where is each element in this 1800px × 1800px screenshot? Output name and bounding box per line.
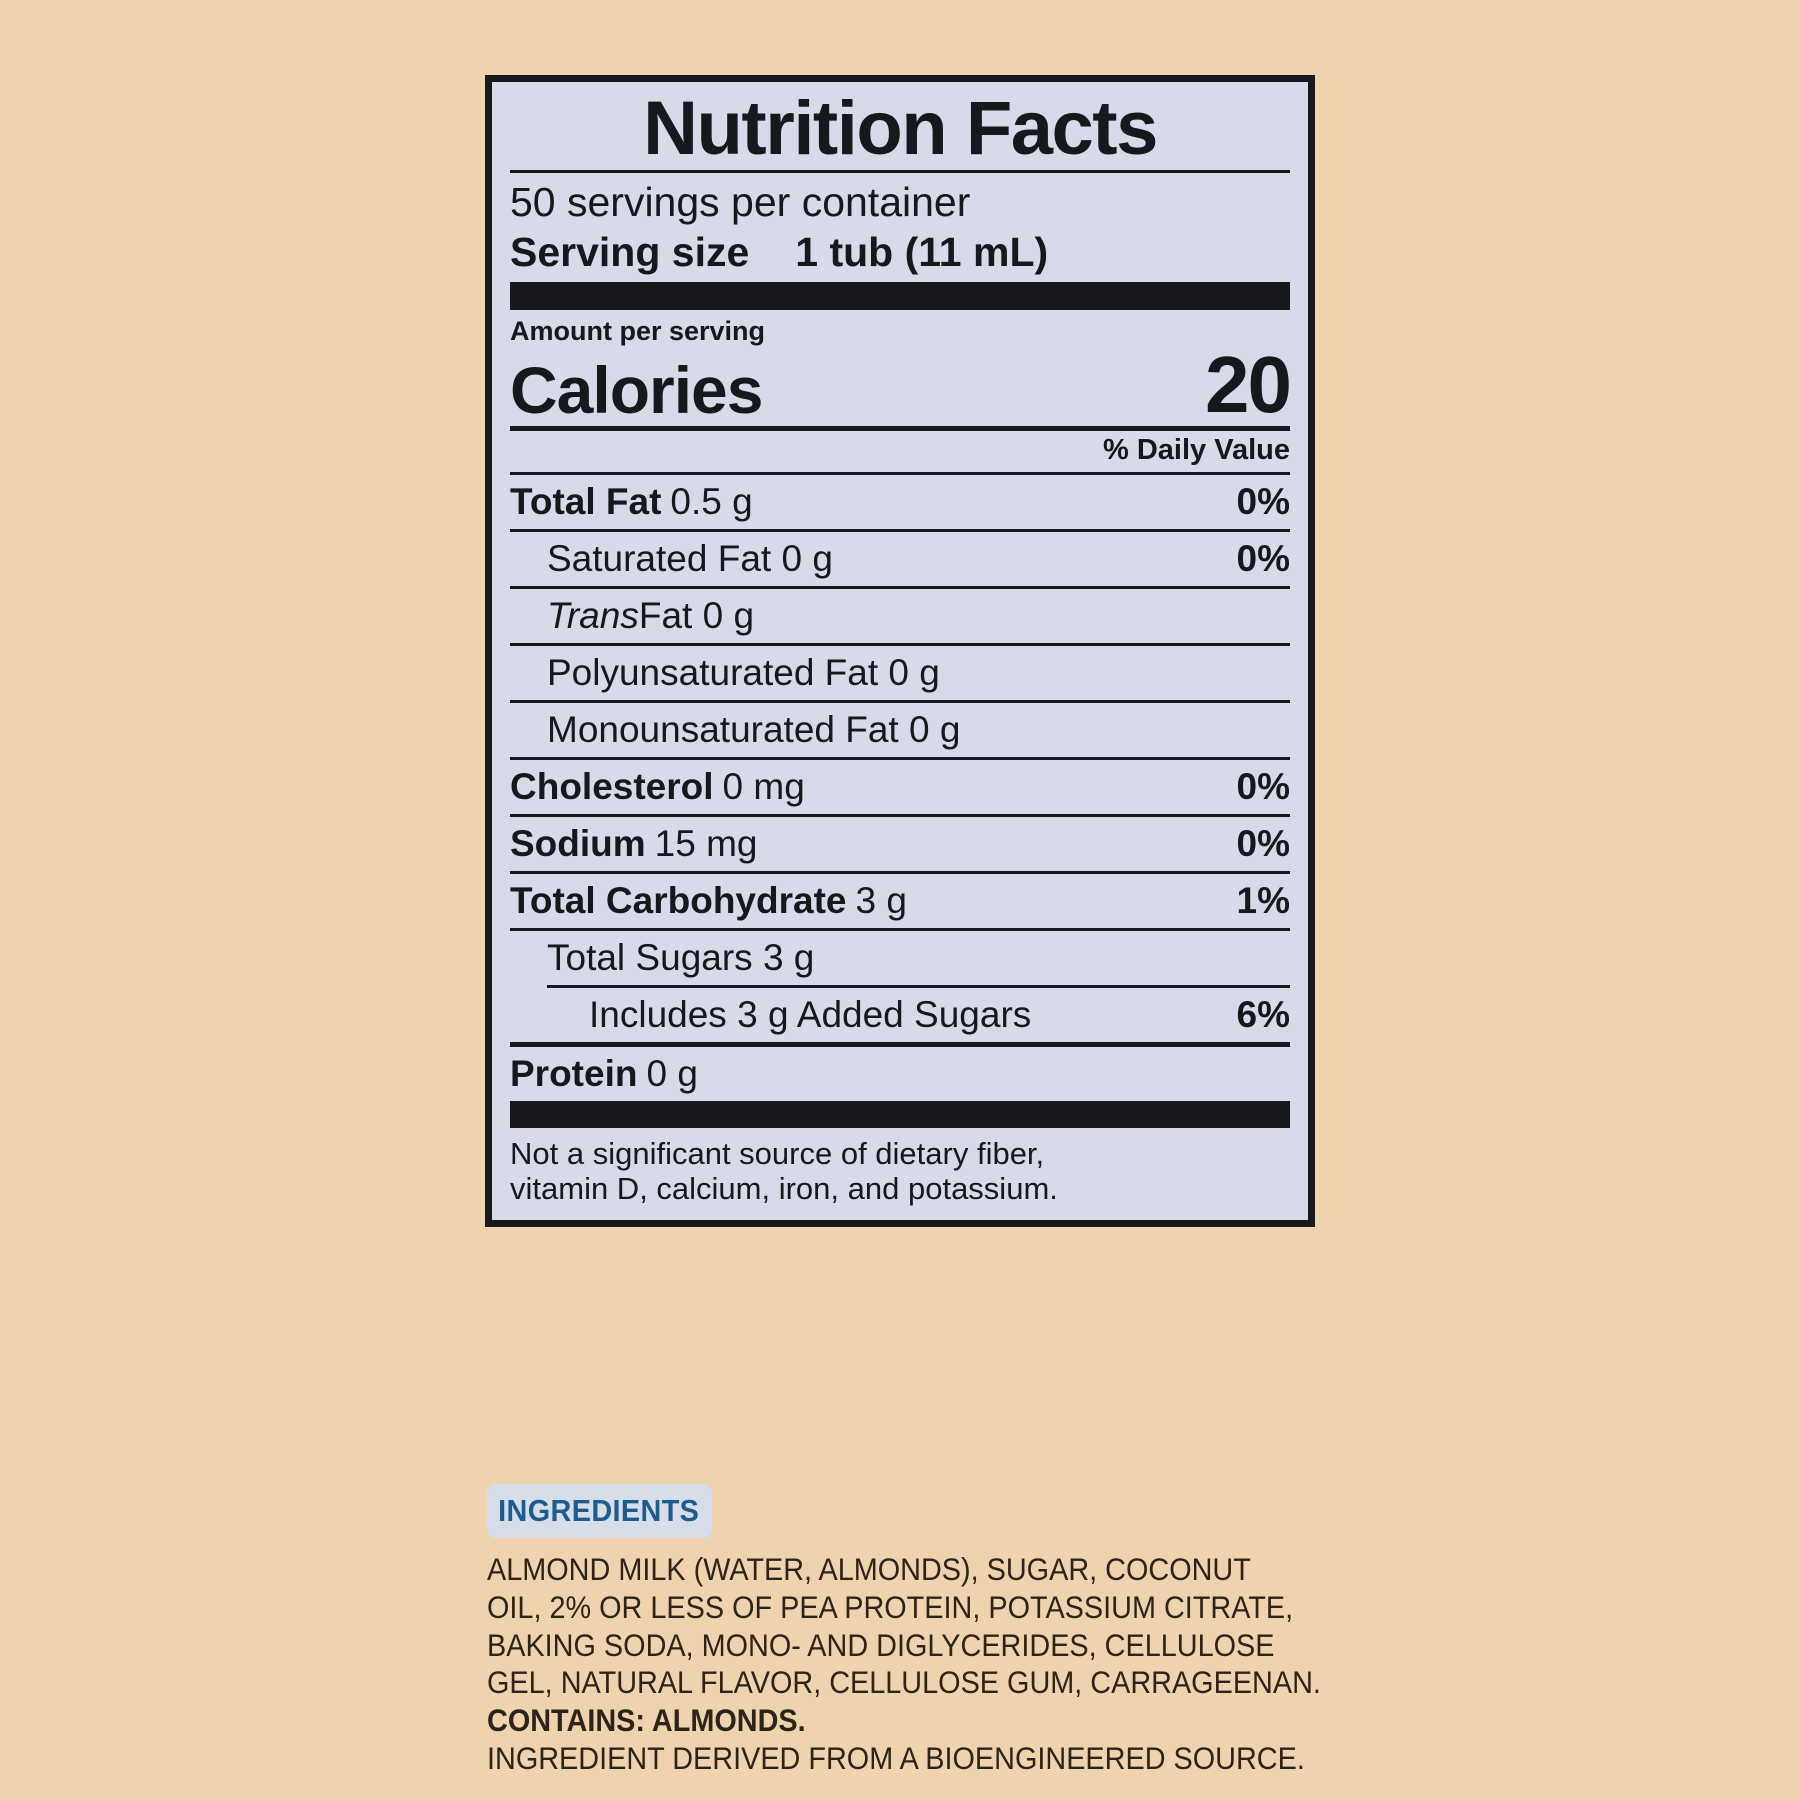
- daily-value-header: % Daily Value: [1103, 434, 1290, 467]
- footnote-line-1: Not a significant source of dietary fibe…: [510, 1135, 1045, 1171]
- ingredients-line-2: OIL, 2% OR LESS OF PEA PROTEIN, POTASSIU…: [487, 1588, 1294, 1625]
- row-total-carbohydrate-name: Total Carbohydrate: [510, 879, 847, 921]
- divider-after-monounsaturated-fat: [510, 756, 1290, 760]
- footnote-block: Not a significant source of dietary fibe…: [510, 1128, 1290, 1210]
- row-monounsaturated-fat-name: Monounsaturated Fat 0 g: [547, 708, 961, 750]
- row-added-sugars-name: Includes 3 g Added Sugars: [589, 993, 1032, 1035]
- row-polyunsaturated-fat-name: Polyunsaturated Fat 0 g: [547, 651, 940, 693]
- title-divider: [510, 170, 1290, 174]
- bioengineered-disclosure: INGREDIENT DERIVED FROM A BIOENGINEERED …: [487, 1739, 1305, 1776]
- row-saturated-fat-dv: 0%: [1236, 537, 1290, 579]
- divider-after-total-carbohydrate: [510, 927, 1290, 931]
- row-cholesterol-amount: 0 mg: [722, 765, 805, 807]
- divider-after-trans-fat: [510, 642, 1290, 646]
- row-monounsaturated-fat: Monounsaturated Fat 0 g: [510, 703, 1290, 757]
- divider-after-total-fat: [510, 528, 1290, 532]
- divider-after-added-sugars: [510, 1041, 1290, 1047]
- divider-after-cholesterol: [510, 813, 1290, 817]
- row-cholesterol-dv: 0%: [1236, 765, 1290, 807]
- ingredients-line-1: ALMOND MILK (WATER, ALMONDS), SUGAR, COC…: [487, 1551, 1251, 1587]
- ingredients-line-4: GEL, NATURAL FLAVOR, CELLULOSE GUM, CARR…: [487, 1664, 1321, 1701]
- row-total-carbohydrate-amount: 3 g: [855, 879, 907, 921]
- row-polyunsaturated-fat: Polyunsaturated Fat 0 g: [510, 646, 1290, 700]
- serving-size-value: 1 tub (11 mL): [795, 228, 1049, 275]
- row-total-fat: Total Fat 0.5 g 0%: [510, 475, 1290, 529]
- row-total-carbohydrate-dv: 1%: [1236, 879, 1290, 921]
- row-saturated-fat-name: Saturated Fat 0 g: [547, 537, 833, 579]
- row-cholesterol: Cholesterol 0 mg 0%: [510, 760, 1290, 814]
- row-total-fat-name: Total Fat: [510, 480, 662, 522]
- divider-after-sodium: [510, 870, 1290, 874]
- row-trans-fat: Trans Fat 0 g: [510, 589, 1290, 643]
- divider-after-saturated-fat: [510, 585, 1290, 589]
- row-total-sugars-name: Total Sugars 3 g: [547, 936, 815, 978]
- ingredients-text: ALMOND MILK (WATER, ALMONDS), SUGAR, COC…: [487, 1551, 1337, 1778]
- calories-row: Calories 20: [510, 339, 1292, 429]
- row-trans-fat-rest: Fat 0 g: [638, 594, 755, 636]
- row-sodium: Sodium 15 mg 0%: [510, 817, 1290, 871]
- nutrition-facts-title: Nutrition Facts: [643, 86, 1158, 171]
- row-protein: Protein 0 g: [510, 1047, 1290, 1101]
- row-total-fat-dv: 0%: [1236, 480, 1290, 522]
- footnote-line-2: vitamin D, calcium, iron, and potassium.: [510, 1171, 1058, 1206]
- row-saturated-fat: Saturated Fat 0 g 0%: [510, 532, 1290, 586]
- ingredients-block: INGREDIENTS ALMOND MILK (WATER, ALMONDS)…: [487, 1484, 1347, 1778]
- amount-per-serving-label: Amount per serving: [510, 316, 766, 347]
- calories-divider: [510, 426, 1290, 432]
- servings-per-container: 50 servings per container: [510, 179, 971, 226]
- contains-allergens: CONTAINS: ALMONDS.: [487, 1702, 806, 1739]
- row-sodium-dv: 0%: [1236, 822, 1290, 864]
- divider-after-polyunsaturated-fat: [510, 699, 1290, 703]
- row-added-sugars: Includes 3 g Added Sugars 6%: [510, 988, 1290, 1042]
- nutrition-facts-panel: Nutrition Facts 50 servings per containe…: [485, 75, 1315, 1228]
- row-total-fat-amount: 0.5 g: [670, 480, 753, 522]
- row-protein-name: Protein: [510, 1052, 638, 1094]
- row-added-sugars-dv: 6%: [1236, 993, 1290, 1035]
- serving-size-label: Serving size: [510, 228, 750, 275]
- thick-divider-top: [510, 282, 1290, 311]
- serving-size-row: Serving size 1 tub (11 mL): [510, 227, 1290, 282]
- ingredients-heading: INGREDIENTS: [487, 1484, 713, 1538]
- row-protein-amount: 0 g: [646, 1052, 698, 1094]
- footnote-divider: [510, 1100, 1290, 1128]
- row-sodium-amount: 15 mg: [654, 822, 758, 864]
- divider-after-total-sugars: [547, 984, 1290, 988]
- row-cholesterol-name: Cholesterol: [510, 765, 714, 807]
- daily-value-divider: [510, 471, 1290, 475]
- row-trans-fat-italic: Trans: [547, 594, 639, 636]
- row-sodium-name: Sodium: [510, 822, 646, 864]
- calories-value: 20: [1205, 339, 1292, 429]
- ingredients-line-3: BAKING SODA, MONO- AND DIGLYCERIDES, CEL…: [487, 1626, 1275, 1663]
- calories-label: Calories: [510, 352, 763, 427]
- row-total-sugars: Total Sugars 3 g: [510, 931, 1290, 985]
- row-total-carbohydrate: Total Carbohydrate 3 g 1%: [510, 874, 1290, 928]
